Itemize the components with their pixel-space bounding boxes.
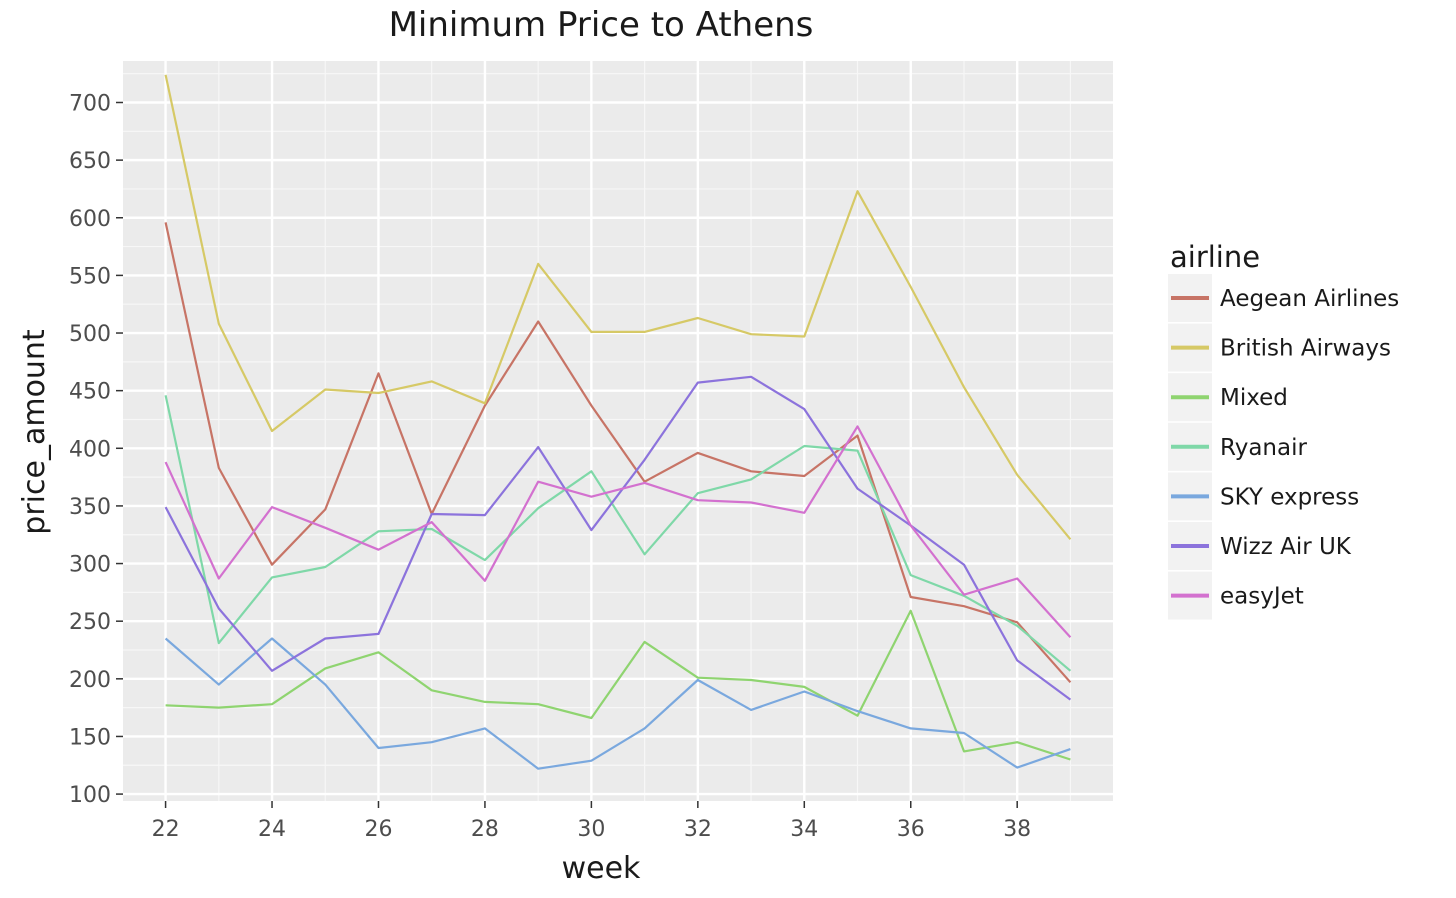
y-tick-label: 650 [69,149,111,174]
x-tick-label: 26 [364,817,392,842]
y-tick-label: 250 [69,610,111,635]
chart-title: Minimum Price to Athens [389,5,814,45]
axis-ticks: 22 24 26 28 30 32 34 36 38 100 150 200 250 300 350 400 4… [69,91,1031,842]
legend-title: airline [1170,240,1260,274]
x-tick-label: 28 [471,817,499,842]
y-tick-label: 600 [69,207,111,232]
y-tick-label: 300 [69,553,111,578]
legend-label: Aegean Airlines [1220,286,1399,312]
legend-label: Wizz Air UK [1220,534,1352,560]
series-line [165,609,1071,761]
y-tick-label: 450 [69,380,111,405]
legend-label: easyJet [1220,584,1304,610]
series-line [164,425,1072,639]
legend-label: British Airways [1220,336,1391,362]
legend-label: Mixed [1220,385,1288,411]
grid-lines [123,61,1113,801]
y-tick-label: 200 [69,668,111,693]
series-line [164,375,1072,701]
x-tick-label: 34 [790,817,818,842]
x-tick-label: 32 [684,817,712,842]
legend-items: Aegean Airlines British Airways Mixed Ryana… [1168,274,1399,620]
y-tick-label: 700 [69,91,111,116]
x-tick-label: 22 [152,817,180,842]
series-line [164,395,1072,672]
x-tick-label: 36 [897,817,925,842]
y-tick-label: 400 [69,437,111,462]
x-tick-label: 24 [258,817,286,842]
legend: airline Aegean Airlines British Airways Mi… [1168,240,1399,620]
series-line [164,637,1071,770]
y-tick-label: 350 [69,495,111,520]
legend-label: Ryanair [1220,435,1307,461]
y-tick-label: 550 [69,264,111,289]
series-line [164,74,1072,540]
x-tick-label: 38 [1003,817,1031,842]
series-line [164,222,1072,684]
x-axis-title: week [562,851,641,886]
y-tick-label: 100 [69,783,111,808]
y-tick-label: 150 [69,725,111,750]
y-axis-title: price_amount [17,329,52,535]
series-lines [164,74,1072,770]
x-tick-label: 30 [577,817,605,842]
y-tick-label: 500 [69,322,111,347]
legend-label: SKY express [1220,484,1359,510]
